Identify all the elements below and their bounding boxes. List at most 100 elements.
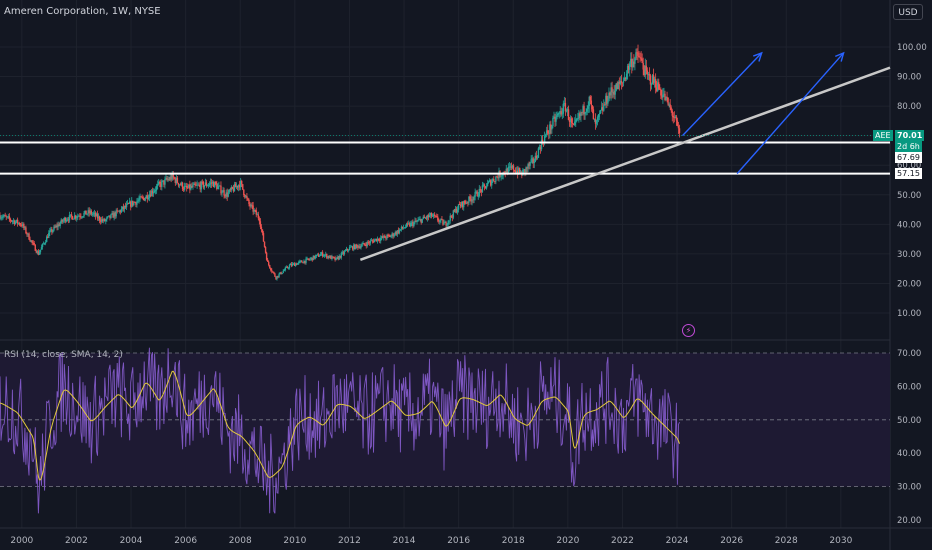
candle-body: [368, 242, 371, 244]
candle-body: [0, 217, 2, 219]
candle-body: [260, 226, 263, 230]
candle-body: [90, 210, 92, 215]
candle-body: [334, 257, 336, 261]
candle-body: [130, 201, 132, 207]
candle-body: [172, 173, 174, 178]
candle-body: [480, 189, 483, 193]
candle-body: [163, 180, 165, 185]
candle-body: [13, 220, 16, 224]
candle-body: [93, 212, 96, 214]
candle-body: [605, 95, 607, 105]
candle-body: [211, 181, 214, 184]
candle-body: [303, 260, 305, 264]
candle-body: [20, 224, 22, 226]
lightning-icon[interactable]: ⚡: [682, 324, 695, 337]
candle-body: [335, 257, 337, 261]
candle-body: [319, 254, 322, 256]
candle-body: [226, 192, 228, 197]
candle-body: [561, 113, 563, 115]
candle-body: [178, 184, 181, 186]
candle-body: [424, 217, 427, 219]
candle-body: [619, 81, 622, 84]
candle-body: [566, 109, 569, 111]
candle-body: [430, 212, 433, 217]
candle-body: [386, 235, 388, 239]
candle-body: [5, 216, 7, 218]
candle-body: [343, 251, 346, 254]
candle-body: [584, 112, 586, 115]
candle-body: [437, 216, 439, 221]
candle-body: [536, 157, 539, 159]
projection-arrow-2: [736, 52, 845, 175]
candle-body: [441, 218, 443, 220]
candle-body: [63, 217, 66, 221]
candle-body: [66, 219, 69, 221]
candle-body: [10, 220, 13, 222]
candle-body: [7, 216, 9, 218]
candle-body: [515, 170, 518, 173]
candle-body: [393, 234, 395, 237]
candle-body: [272, 271, 274, 273]
candle-body: [385, 237, 387, 239]
candle-body: [413, 222, 415, 226]
candle-body: [538, 147, 541, 149]
candle-body: [97, 216, 100, 219]
candle-body: [570, 118, 573, 123]
currency-button[interactable]: USD: [893, 4, 923, 20]
candle-body: [378, 240, 381, 241]
candle-body: [446, 224, 448, 226]
candle-body: [495, 176, 497, 182]
candle-body: [375, 238, 378, 242]
arrow-head-icon: [753, 51, 763, 62]
rsi-tick-label: 20.00: [897, 516, 921, 526]
candle-body: [526, 167, 528, 169]
candle-body: [282, 271, 284, 273]
candle-body: [72, 218, 75, 220]
candle-body: [448, 220, 450, 222]
candle-body: [84, 210, 86, 214]
candle-body: [181, 182, 184, 190]
candle-body: [115, 210, 117, 217]
candle-body: [500, 175, 502, 177]
candle-body: [283, 270, 285, 272]
candle-body: [486, 182, 489, 187]
candle-body: [461, 201, 464, 208]
candle-body: [4, 215, 6, 217]
candle-body: [637, 52, 639, 56]
candle-body: [610, 87, 612, 96]
candle-body: [33, 242, 35, 245]
candle-body: [598, 113, 601, 115]
candle-body: [625, 73, 628, 79]
candle-body: [176, 177, 179, 183]
candle-body: [96, 213, 99, 219]
candle-body: [358, 246, 360, 248]
candle-body: [370, 240, 373, 242]
candle-body: [432, 214, 435, 217]
candle-body: [209, 182, 212, 184]
candle-body: [1, 217, 3, 219]
candle-body: [121, 206, 124, 210]
price-tick-label: 80.00: [897, 102, 921, 112]
candle-body: [248, 199, 250, 205]
candle-body: [116, 210, 118, 212]
candle-body: [510, 166, 513, 168]
price-tick-label: 10.00: [897, 309, 921, 319]
candle-body: [564, 103, 567, 112]
candle-body: [540, 139, 543, 150]
candle-body: [468, 196, 470, 203]
candle-body: [356, 244, 358, 246]
candle-body: [78, 215, 80, 217]
candle-body: [340, 253, 343, 258]
candle-body: [549, 124, 551, 134]
candle-body: [416, 221, 418, 222]
candle-body: [213, 181, 215, 188]
candle-body: [271, 270, 273, 272]
candle-body: [200, 181, 202, 190]
candle-body: [166, 178, 168, 180]
candle-body: [107, 216, 109, 218]
candle-body: [12, 220, 15, 222]
candle-body: [250, 204, 252, 207]
rsi-legend[interactable]: RSI (14, close, SMA, 14, 2): [4, 350, 123, 360]
candle-body: [435, 215, 437, 217]
